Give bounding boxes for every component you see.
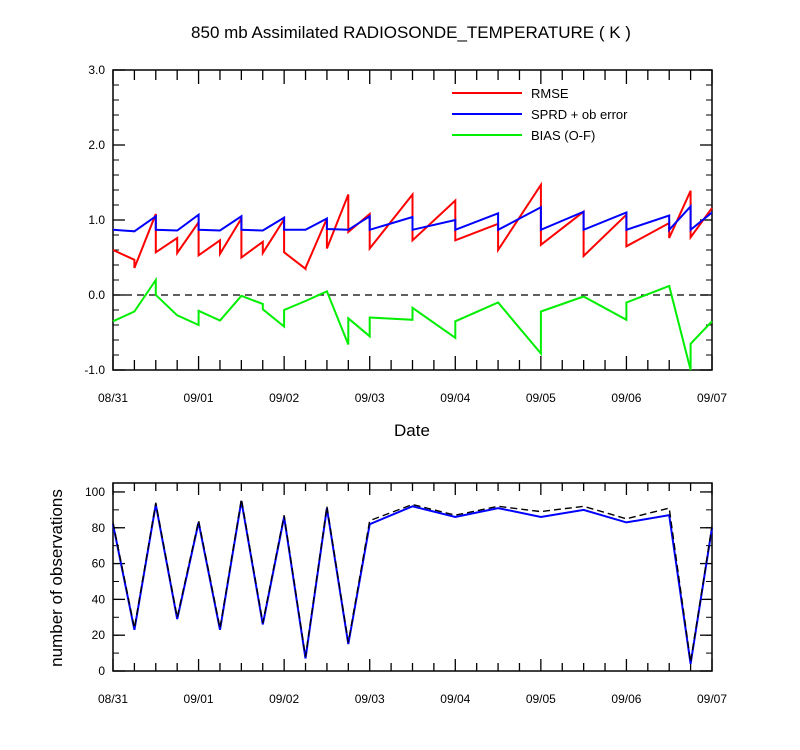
bot-x-tick-label-4: 09/04	[440, 692, 470, 706]
observations-possible-line	[112, 498, 713, 663]
top-series-group	[112, 181, 713, 371]
bot-x-tick-label-0: 08/31	[98, 692, 128, 706]
top-x-tick-label-7: 09/07	[697, 391, 727, 405]
bottom-ticks	[112, 483, 713, 672]
bottom-panel: 0 20 40 60 80 100 08/31 09/01 09/02 09/03 09/04 09…	[47, 482, 727, 706]
bottom-x-tick-labels: 08/31 09/01 09/02 09/03 09/04 09/05 09/06 09/07	[98, 692, 727, 706]
top-x-tick-label-0: 08/31	[98, 391, 128, 405]
chart-title: 850 mb Assimilated RADIOSONDE_TEMPERATUR…	[191, 23, 631, 42]
top-x-tick-label-5: 09/05	[526, 391, 556, 405]
top-x-tick-label-2: 09/02	[269, 391, 299, 405]
top-ticks	[112, 69, 713, 371]
legend-label-bias-o-f: BIAS (O-F)	[531, 128, 595, 143]
bottom-series-group	[112, 498, 713, 664]
top-x-tick-label-4: 09/04	[440, 391, 470, 405]
legend-label-sprd-ob-error: SPRD + ob error	[531, 107, 628, 122]
bot-y-tick-label-2: 40	[92, 592, 106, 606]
bot-y-tick-label-1: 20	[92, 628, 106, 642]
bottom-plot-frame	[112, 482, 713, 672]
series-line-rmse	[112, 181, 713, 271]
series-line-sprd-ob-error	[112, 203, 713, 233]
bot-y-tick-label-3: 60	[92, 557, 106, 571]
top-y-tick-label-3: 2.0	[88, 138, 105, 152]
top-y-tick-label-1: 0.0	[88, 288, 105, 302]
top-x-tick-label-1: 09/01	[184, 391, 214, 405]
x-axis-title: Date	[394, 421, 430, 440]
bot-y-tick-label-4: 80	[92, 521, 106, 535]
series-line-bias-o-f	[112, 276, 713, 371]
observations-used-line	[112, 500, 713, 664]
top-x-tick-labels: 08/31 09/01 09/02 09/03 09/04 09/05 09/06 09/07	[98, 391, 727, 405]
y-axis-title-observations: number of observations	[47, 489, 66, 667]
top-y-tick-label-0: -1.0	[84, 363, 105, 377]
bot-y-tick-label-0: 0	[98, 664, 105, 678]
bot-x-tick-label-5: 09/05	[526, 692, 556, 706]
top-y-tick-label-4: 3.0	[88, 63, 105, 77]
bot-x-tick-label-2: 09/02	[269, 692, 299, 706]
top-x-tick-label-3: 09/03	[355, 391, 385, 405]
top-panel: -1.0 0.0 1.0 2.0 3.0 08/31 09/01 09/02 09/03 09/…	[84, 63, 727, 440]
bot-y-tick-label-5: 100	[85, 485, 105, 499]
top-x-tick-label-6: 09/06	[611, 391, 641, 405]
bot-x-tick-label-7: 09/07	[697, 692, 727, 706]
top-y-tick-label-2: 1.0	[88, 213, 105, 227]
bottom-y-tick-labels: 0 20 40 60 80 100	[85, 485, 105, 678]
bot-x-tick-label-1: 09/01	[184, 692, 214, 706]
top-y-tick-labels: -1.0 0.0 1.0 2.0 3.0	[84, 63, 105, 377]
bot-x-tick-label-6: 09/06	[611, 692, 641, 706]
bot-x-tick-label-3: 09/03	[355, 692, 385, 706]
legend: RMSE SPRD + ob error BIAS (O-F)	[452, 86, 628, 143]
legend-label-rmse: RMSE	[531, 86, 569, 101]
